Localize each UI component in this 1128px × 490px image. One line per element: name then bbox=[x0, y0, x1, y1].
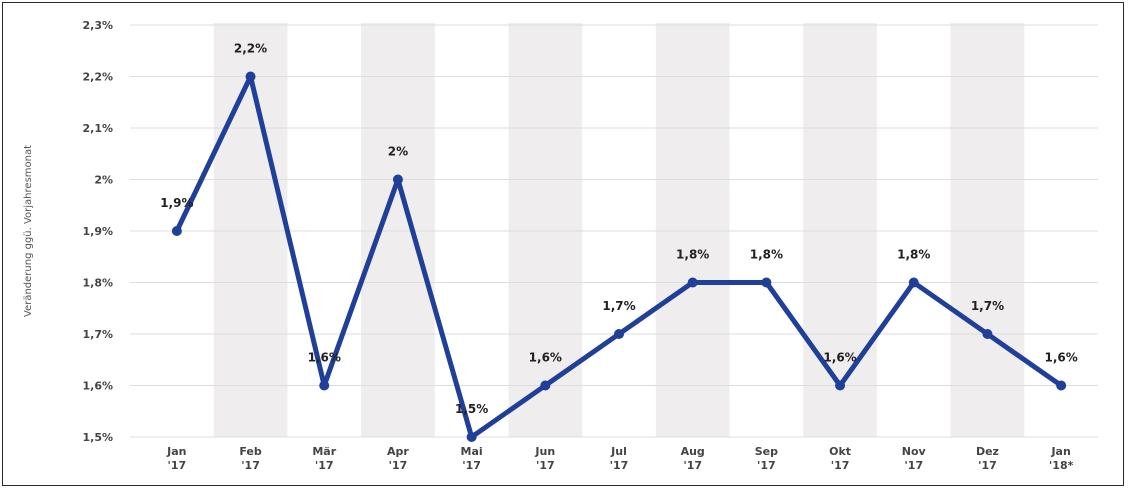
data-point bbox=[392, 174, 403, 185]
x-axis-ticks: Jan'17Feb'17Mär'17Apr'17Mai'17Jun'17Jul'… bbox=[166, 445, 1073, 472]
x-tick-label-year: '17 bbox=[831, 459, 850, 472]
data-point bbox=[614, 329, 624, 339]
data-label: 1,7% bbox=[971, 299, 1004, 313]
x-tick-label-month: Jun bbox=[534, 445, 555, 458]
x-tick-label-year: '17 bbox=[462, 459, 481, 472]
y-tick-label: 2,2% bbox=[82, 71, 113, 84]
y-tick-label: 2% bbox=[94, 174, 113, 187]
data-point bbox=[466, 432, 477, 442]
y-tick-label: 1,7% bbox=[82, 328, 113, 341]
x-tick-label-year: '17 bbox=[315, 459, 334, 472]
x-tick-label-year: '17 bbox=[168, 459, 187, 472]
data-point bbox=[319, 380, 330, 391]
data-point bbox=[687, 277, 698, 288]
y-tick-label: 2,3% bbox=[82, 19, 113, 32]
x-tick-label-month: Mai bbox=[461, 445, 483, 458]
data-label: 1,7% bbox=[602, 299, 635, 313]
data-point bbox=[171, 226, 182, 236]
line-chart: 1,5%1,6%1,7%1,8%1,9%2%2,1%2,2%2,3% Jan'1… bbox=[23, 19, 1098, 472]
band-3 bbox=[361, 23, 435, 437]
x-tick-label-month: Apr bbox=[387, 445, 409, 458]
data-label: 1,6% bbox=[823, 351, 856, 365]
x-tick-label-year: '17 bbox=[683, 459, 702, 472]
x-tick-label-month: Okt bbox=[829, 445, 851, 458]
x-tick-label-month: Dez bbox=[976, 445, 999, 458]
band-9 bbox=[803, 23, 877, 437]
data-point bbox=[835, 380, 846, 391]
x-tick-label-month: Aug bbox=[681, 445, 705, 458]
x-tick-label-month: Feb bbox=[239, 445, 262, 458]
data-label: 1,9% bbox=[160, 196, 193, 210]
band-11 bbox=[950, 23, 1025, 437]
x-tick-label-year: '17 bbox=[757, 459, 776, 472]
y-tick-label: 1,8% bbox=[82, 277, 113, 290]
x-tick-label-month: Mär bbox=[312, 445, 336, 458]
data-point bbox=[245, 71, 256, 82]
data-point bbox=[908, 277, 919, 288]
data-label: 1,6% bbox=[308, 351, 341, 365]
x-tick-label-year: '17 bbox=[389, 459, 408, 472]
x-tick-label-year: '17 bbox=[610, 459, 629, 472]
y-tick-label: 2,1% bbox=[82, 122, 113, 135]
data-point bbox=[982, 329, 993, 339]
x-tick-label-year: '18* bbox=[1049, 459, 1074, 472]
data-labels: 1,9% 2,2% 1,6% 2% 1,5% 1,6% 1,7% 1,8% 1,8% 1,6% 1,… bbox=[160, 42, 1078, 417]
y-tick-label: 1,5% bbox=[82, 431, 113, 444]
data-point bbox=[761, 277, 772, 288]
y-tick-label: 1,9% bbox=[82, 225, 113, 238]
x-tick-label-month: Sep bbox=[755, 445, 778, 458]
band-7 bbox=[655, 23, 730, 437]
data-point bbox=[1056, 380, 1067, 391]
x-tick-label-year: '17 bbox=[904, 459, 923, 472]
data-label: 2,2% bbox=[234, 42, 267, 56]
data-label: 1,6% bbox=[529, 351, 562, 365]
x-tick-label-year: '17 bbox=[536, 459, 555, 472]
x-tick-label-year: '17 bbox=[978, 459, 997, 472]
x-tick-label-month: Nov bbox=[902, 445, 927, 458]
y-tick-label: 1,6% bbox=[82, 380, 113, 393]
x-tick-label-month: Jan bbox=[1050, 445, 1070, 458]
y-axis-label: Veränderung ggü. Vorjahresmonat bbox=[23, 145, 34, 317]
data-label: 2% bbox=[388, 145, 408, 159]
data-points bbox=[171, 71, 1067, 442]
data-label: 1,8% bbox=[676, 248, 709, 262]
data-label: 1,5% bbox=[455, 402, 488, 416]
y-axis-ticks: 1,5% 1,6% 1,7% 1,8% 1,9% 2% 2,1% 2,2% 2,3% bbox=[82, 19, 113, 444]
data-point bbox=[540, 380, 551, 391]
x-tick-label-month: Jan bbox=[166, 445, 186, 458]
x-tick-label-year: '17 bbox=[241, 459, 260, 472]
x-tick-label-month: Jul bbox=[610, 445, 627, 458]
band-5 bbox=[508, 23, 583, 437]
background-bands bbox=[213, 23, 1025, 437]
data-label: 1,8% bbox=[897, 248, 930, 262]
band-1 bbox=[213, 23, 288, 437]
data-label: 1,8% bbox=[750, 248, 783, 262]
data-label: 1,6% bbox=[1045, 351, 1078, 365]
